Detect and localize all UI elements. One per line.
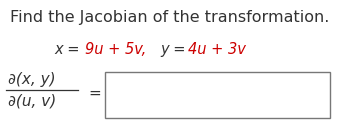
Text: ∂(x, y): ∂(x, y) — [8, 72, 56, 87]
Text: 9u + 5v,: 9u + 5v, — [85, 42, 146, 57]
Text: ∂(u, v): ∂(u, v) — [8, 93, 56, 108]
Text: 4u + 3v: 4u + 3v — [188, 42, 246, 57]
Text: Find the Jacobian of the transformation.: Find the Jacobian of the transformation. — [10, 10, 330, 25]
Text: =: = — [88, 86, 101, 101]
Text: x =: x = — [55, 42, 85, 57]
Text: y =: y = — [160, 42, 190, 57]
